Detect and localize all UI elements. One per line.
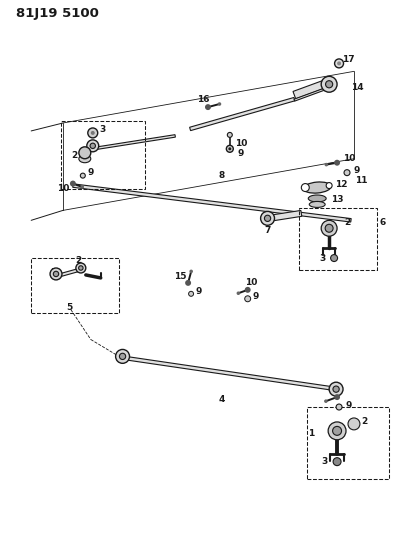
Circle shape (244, 287, 250, 293)
Circle shape (53, 271, 59, 277)
Circle shape (79, 147, 91, 159)
Circle shape (333, 160, 339, 166)
Polygon shape (92, 135, 175, 150)
Circle shape (80, 185, 84, 189)
Circle shape (328, 382, 342, 396)
Ellipse shape (309, 201, 324, 207)
Circle shape (80, 173, 85, 178)
Circle shape (327, 422, 345, 440)
Text: 13: 13 (330, 195, 343, 204)
Text: 10: 10 (327, 385, 339, 394)
Circle shape (336, 61, 340, 66)
Text: 7: 7 (264, 226, 270, 235)
Circle shape (91, 131, 94, 135)
Text: 3: 3 (318, 254, 324, 263)
Text: 15: 15 (173, 272, 186, 281)
Polygon shape (60, 269, 79, 277)
Text: 2: 2 (70, 151, 77, 160)
Text: 14: 14 (350, 83, 362, 92)
Circle shape (115, 350, 129, 364)
Polygon shape (293, 88, 324, 101)
Circle shape (76, 263, 85, 273)
Text: 10: 10 (245, 278, 257, 287)
Circle shape (320, 76, 336, 92)
Circle shape (264, 215, 270, 221)
Circle shape (236, 292, 239, 295)
Text: 3: 3 (99, 125, 106, 134)
Bar (307, 407, 388, 479)
Text: 9: 9 (87, 168, 94, 177)
Circle shape (301, 183, 309, 191)
Circle shape (119, 353, 126, 360)
Circle shape (90, 143, 95, 149)
Circle shape (50, 268, 62, 280)
Text: 2: 2 (343, 218, 349, 227)
Text: 4: 4 (218, 394, 224, 403)
Circle shape (227, 132, 232, 138)
Circle shape (188, 292, 193, 296)
Text: 2: 2 (360, 417, 366, 426)
Polygon shape (72, 184, 350, 222)
Text: 10: 10 (57, 184, 69, 193)
Text: 12: 12 (334, 180, 346, 189)
Circle shape (79, 266, 83, 270)
Circle shape (87, 128, 98, 138)
Circle shape (205, 104, 211, 110)
Circle shape (217, 102, 221, 106)
Text: 2: 2 (76, 255, 82, 264)
Text: 16: 16 (196, 95, 209, 103)
Bar (298, 208, 376, 270)
Circle shape (185, 280, 191, 286)
Text: 10: 10 (342, 154, 354, 163)
Circle shape (334, 59, 343, 68)
Circle shape (325, 80, 332, 88)
Circle shape (228, 147, 231, 150)
Bar (31, 258, 118, 313)
Text: 9: 9 (345, 400, 351, 409)
Text: 5: 5 (66, 303, 72, 312)
Ellipse shape (307, 195, 325, 202)
Polygon shape (292, 80, 325, 99)
Text: 10: 10 (234, 139, 246, 148)
Circle shape (323, 399, 327, 403)
Circle shape (226, 146, 233, 152)
Text: 6: 6 (379, 218, 385, 227)
Ellipse shape (303, 182, 330, 193)
Circle shape (244, 296, 250, 302)
Circle shape (325, 183, 331, 189)
Polygon shape (189, 98, 294, 131)
Text: 3: 3 (50, 269, 56, 278)
Text: 3: 3 (320, 457, 326, 466)
Circle shape (189, 270, 192, 273)
Circle shape (343, 169, 349, 176)
Circle shape (347, 418, 359, 430)
Circle shape (70, 181, 76, 187)
Text: 9: 9 (237, 149, 243, 158)
Text: 8: 8 (218, 171, 224, 180)
Text: 81J19 5100: 81J19 5100 (16, 7, 99, 20)
Text: 9: 9 (195, 287, 202, 296)
Circle shape (324, 163, 327, 166)
Polygon shape (269, 211, 301, 221)
Circle shape (87, 140, 98, 152)
Circle shape (330, 255, 337, 262)
Text: 11: 11 (354, 176, 366, 185)
Circle shape (332, 458, 340, 466)
Polygon shape (120, 356, 337, 391)
Circle shape (324, 224, 332, 232)
Bar (61, 121, 145, 189)
Circle shape (260, 212, 274, 225)
Circle shape (332, 426, 341, 435)
Text: 1: 1 (307, 430, 313, 438)
Circle shape (320, 220, 336, 236)
Circle shape (333, 394, 339, 400)
Circle shape (332, 386, 338, 392)
Text: 9: 9 (353, 166, 359, 175)
Text: 17: 17 (341, 55, 354, 64)
Circle shape (335, 404, 341, 410)
Ellipse shape (79, 155, 91, 163)
Text: 9: 9 (252, 292, 258, 301)
